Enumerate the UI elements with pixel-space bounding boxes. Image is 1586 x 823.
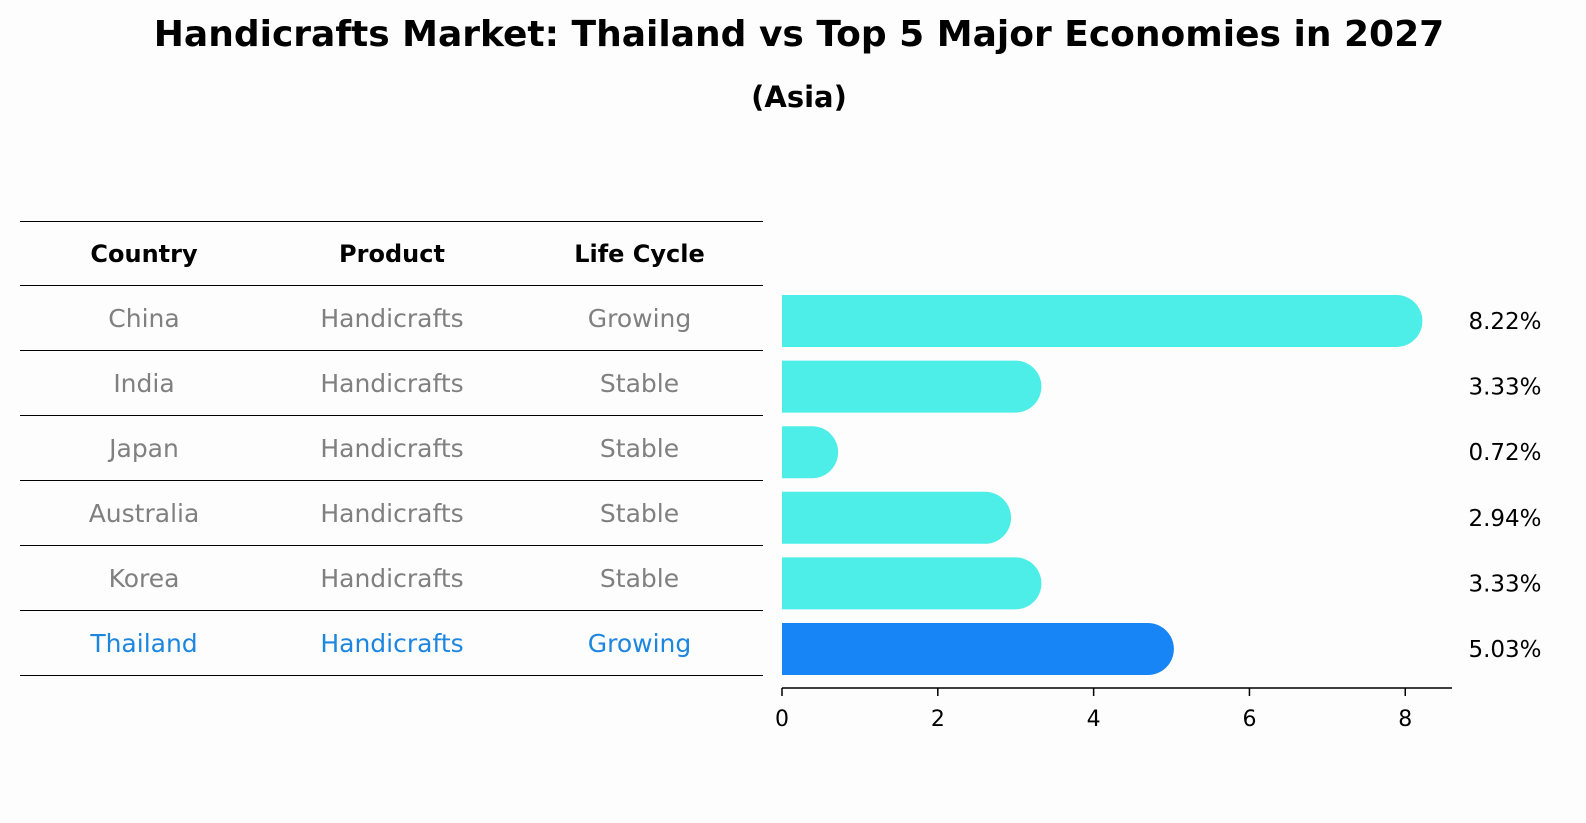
table-row: Thailand Handicrafts Growing	[20, 611, 763, 676]
cell-product: Handicrafts	[320, 303, 464, 333]
cell-country: Australia	[88, 498, 200, 528]
bar-value-label: 0.72%	[1468, 440, 1541, 466]
table-row: India Handicrafts Stable	[20, 351, 763, 416]
cell-product: Handicrafts	[320, 628, 464, 658]
table-row: China Handicrafts Growing	[20, 286, 763, 351]
bar-china	[782, 295, 1423, 347]
cell-product: Handicrafts	[320, 563, 464, 593]
cell-country: Japan	[109, 433, 179, 463]
x-tick-label: 2	[931, 707, 945, 732]
table-row: Australia Handicrafts Stable	[20, 481, 763, 546]
chart-subtitle: (Asia)	[751, 80, 847, 114]
bar-korea	[782, 557, 1042, 610]
bar-value-label: 5.03%	[1468, 637, 1541, 663]
header-product: Product	[339, 239, 445, 268]
x-tick-label: 6	[1242, 707, 1256, 732]
bar-value-label: 3.33%	[1468, 571, 1541, 597]
chart-title: Handicrafts Market: Thailand vs Top 5 Ma…	[153, 14, 1445, 55]
table-row: Japan Handicrafts Stable	[20, 416, 763, 481]
bar-india	[782, 360, 1042, 413]
x-tick-label: 0	[775, 707, 789, 732]
cell-country: Korea	[108, 563, 180, 593]
bar-value-label: 3.33%	[1468, 375, 1541, 401]
cell-product: Handicrafts	[320, 433, 464, 463]
bar-thailand	[782, 623, 1174, 675]
cell-life-cycle: Stable	[599, 433, 680, 463]
cell-country: China	[108, 303, 180, 333]
cell-life-cycle: Stable	[599, 563, 680, 593]
cell-country: India	[113, 368, 175, 398]
x-tick-label: 4	[1087, 707, 1101, 732]
table-header-row: Country Product Life Cycle	[20, 221, 763, 286]
cell-product: Handicrafts	[320, 368, 464, 398]
bar-japan	[782, 426, 839, 479]
data-table: Country Product Life Cycle China Handicr…	[20, 221, 763, 676]
header-country: Country	[90, 239, 198, 268]
bar-value-label: 8.22%	[1468, 309, 1541, 335]
cell-country: Thailand	[90, 628, 198, 658]
table-row: Korea Handicrafts Stable	[20, 546, 763, 611]
header-life-cycle: Life Cycle	[574, 239, 705, 268]
cell-life-cycle: Stable	[599, 498, 680, 528]
cell-life-cycle: Growing	[587, 628, 692, 658]
bar-value-label: 2.94%	[1468, 506, 1541, 532]
cell-life-cycle: Stable	[599, 368, 680, 398]
bar-australia	[782, 491, 1012, 544]
cell-life-cycle: Growing	[587, 303, 692, 333]
x-tick-label: 8	[1398, 707, 1412, 732]
cell-product: Handicrafts	[320, 498, 464, 528]
